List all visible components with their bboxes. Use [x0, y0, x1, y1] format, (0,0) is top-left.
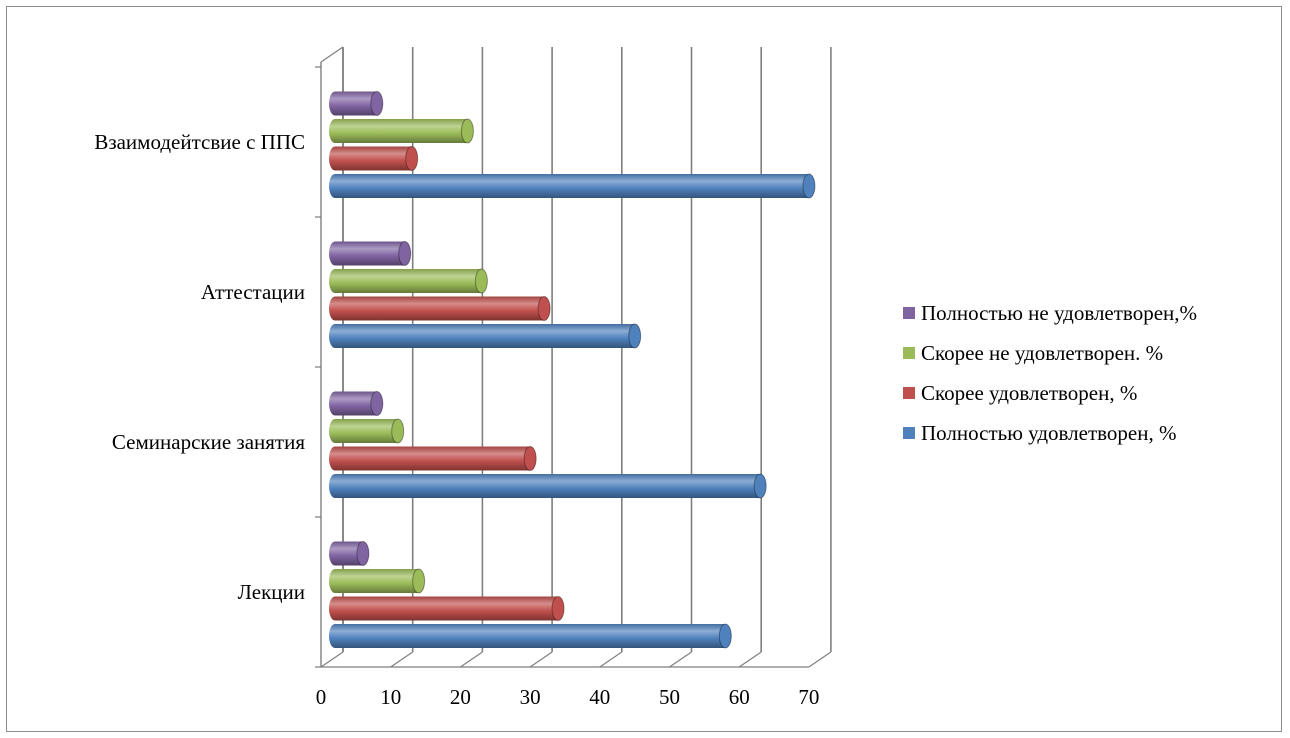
x-tick-label: 10 [380, 685, 401, 709]
floor-gridline [460, 651, 483, 668]
bar-0-3 [329, 541, 370, 566]
bar-1-2 [329, 418, 405, 444]
x-tick-label: 0 [316, 685, 327, 709]
bar-1-1 [329, 446, 537, 471]
bars [329, 91, 816, 649]
bar-1-3 [329, 391, 384, 416]
bar-3-0 [329, 173, 816, 199]
floor-gridline [599, 651, 623, 668]
x-tick-label: 40 [589, 685, 610, 709]
legend-swatch [903, 307, 915, 319]
category-label: Лекции [238, 580, 305, 604]
legend-label: Полностью удовлетворен, % [921, 420, 1177, 445]
legend-label: Полностью не удовлетворен,% [921, 300, 1198, 325]
x-tick-label: 70 [798, 685, 819, 709]
legend-item: Полностью не удовлетворен,% [903, 293, 1197, 333]
legend-item: Полностью удовлетворен, % [903, 413, 1197, 453]
x-tick-label: 60 [729, 685, 750, 709]
y-axis-top-edge [320, 46, 344, 63]
bar-3-2 [329, 118, 474, 144]
x-tick-label: 30 [520, 685, 541, 709]
category-label: Семинарские занятия [112, 430, 305, 454]
bar-0-0 [329, 623, 732, 649]
x-tick-label: 20 [450, 685, 471, 709]
bar-2-2 [329, 268, 488, 294]
legend-item: Скорее не удовлетворен. % [903, 333, 1197, 373]
bar-0-2 [329, 568, 426, 594]
bar-2-3 [329, 241, 412, 266]
legend: Полностью не удовлетворен,% Скорее не удо… [903, 293, 1197, 453]
legend-item: Скорее удовлетворен, % [903, 373, 1197, 413]
floor-gridline [738, 651, 762, 668]
bar-3-1 [329, 146, 419, 171]
bar-3-3 [329, 91, 384, 116]
legend-swatch [903, 387, 915, 399]
legend-swatch [903, 427, 915, 439]
chart-frame: Лекции Семинарские занятия Аттестации Взаим… [6, 6, 1282, 732]
bar-1-0 [329, 473, 767, 499]
category-label: Аттестации [201, 280, 305, 304]
floor-gridline [390, 651, 414, 668]
x-tick-label: 50 [659, 685, 680, 709]
bar-0-1 [329, 596, 565, 621]
floor-gridline [669, 651, 692, 668]
axis-labels: Лекции Семинарские занятия Аттестации Взаим… [94, 130, 819, 709]
bar-2-0 [329, 323, 642, 349]
category-label: Взаимодейтсвие с ППС [94, 130, 305, 154]
floor-gridline [808, 651, 832, 668]
bar-2-1 [329, 296, 551, 321]
bar-chart: Лекции Семинарские занятия Аттестации Взаим… [94, 46, 832, 709]
legend-label: Скорее не удовлетворен. % [921, 340, 1164, 365]
legend-swatch [903, 347, 915, 359]
floor-gridline [529, 651, 553, 668]
floor-gridline [320, 651, 344, 668]
legend-label: Скорее удовлетворен, % [921, 380, 1138, 405]
